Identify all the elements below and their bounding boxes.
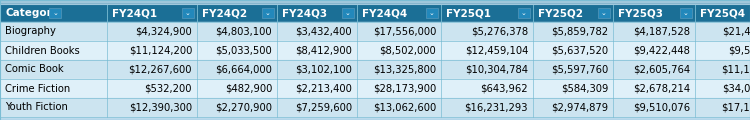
Text: $4,324,900: $4,324,900: [135, 27, 192, 36]
FancyBboxPatch shape: [342, 8, 354, 18]
FancyBboxPatch shape: [262, 8, 274, 18]
Text: $532,200: $532,200: [145, 84, 192, 93]
FancyBboxPatch shape: [518, 8, 530, 18]
FancyBboxPatch shape: [426, 8, 438, 18]
Text: FY24Q1: FY24Q1: [112, 8, 158, 18]
Text: $17,556,000: $17,556,000: [373, 27, 436, 36]
Text: $5,637,520: $5,637,520: [550, 45, 608, 55]
Text: $11,124,200: $11,124,200: [129, 45, 192, 55]
Text: $2,974,879: $2,974,879: [550, 102, 608, 113]
Text: ⌄: ⌄: [521, 10, 527, 16]
Bar: [0, 41, 750, 60]
FancyBboxPatch shape: [182, 8, 194, 18]
Text: Biography: Biography: [5, 27, 55, 36]
FancyBboxPatch shape: [680, 8, 692, 18]
Text: FY24Q2: FY24Q2: [202, 8, 248, 18]
Text: $5,859,782: $5,859,782: [550, 27, 608, 36]
Text: ⌄: ⌄: [683, 10, 689, 16]
Text: $8,502,000: $8,502,000: [380, 45, 436, 55]
Text: $2,678,214: $2,678,214: [633, 84, 690, 93]
Text: FY25Q4: FY25Q4: [700, 8, 745, 18]
Text: FY25Q1: FY25Q1: [446, 8, 491, 18]
Bar: [0, 60, 750, 79]
Text: ⌄: ⌄: [601, 10, 607, 16]
Text: $28,173,900: $28,173,900: [373, 84, 436, 93]
Text: $12,390,300: $12,390,300: [129, 102, 192, 113]
Text: $2,213,400: $2,213,400: [295, 84, 352, 93]
Text: Comic Book: Comic Book: [5, 65, 64, 75]
Text: $8,412,900: $8,412,900: [295, 45, 352, 55]
Text: $12,267,600: $12,267,600: [128, 65, 192, 75]
Text: $7,259,600: $7,259,600: [295, 102, 352, 113]
Text: $2,605,764: $2,605,764: [633, 65, 690, 75]
Text: Crime Fiction: Crime Fiction: [5, 84, 70, 93]
Text: FY25Q2: FY25Q2: [538, 8, 583, 18]
Text: $34,090,419: $34,090,419: [722, 84, 750, 93]
Text: $5,597,760: $5,597,760: [550, 65, 608, 75]
Text: $17,112,006: $17,112,006: [722, 102, 750, 113]
Text: ⌄: ⌄: [345, 10, 351, 16]
Bar: [0, 0, 750, 4]
Text: $10,304,784: $10,304,784: [465, 65, 528, 75]
Text: $13,062,600: $13,062,600: [373, 102, 436, 113]
Text: $4,187,528: $4,187,528: [633, 27, 690, 36]
Text: $12,459,104: $12,459,104: [464, 45, 528, 55]
Text: $9,510,076: $9,510,076: [633, 102, 690, 113]
Text: $5,033,500: $5,033,500: [215, 45, 272, 55]
FancyBboxPatch shape: [598, 8, 610, 18]
Text: $13,325,800: $13,325,800: [373, 65, 436, 75]
Text: FY24Q3: FY24Q3: [282, 8, 327, 18]
Bar: [0, 98, 750, 117]
Text: $21,418,320: $21,418,320: [722, 27, 750, 36]
Text: Youth Fiction: Youth Fiction: [5, 102, 68, 113]
Text: $3,432,400: $3,432,400: [296, 27, 352, 36]
Text: $643,962: $643,962: [480, 84, 528, 93]
FancyBboxPatch shape: [49, 8, 61, 18]
Text: FY24Q4: FY24Q4: [362, 8, 407, 18]
Text: $584,309: $584,309: [560, 84, 608, 93]
Text: $9,422,448: $9,422,448: [633, 45, 690, 55]
Text: ⌄: ⌄: [185, 10, 191, 16]
Text: $9,522,240: $9,522,240: [728, 45, 750, 55]
Text: $11,193,672: $11,193,672: [722, 65, 750, 75]
Text: $3,102,100: $3,102,100: [295, 65, 352, 75]
Text: ⌄: ⌄: [265, 10, 271, 16]
Text: $5,276,378: $5,276,378: [471, 27, 528, 36]
Text: ⌄: ⌄: [429, 10, 435, 16]
Text: $2,270,900: $2,270,900: [215, 102, 272, 113]
Bar: [0, 22, 750, 41]
Text: $4,803,100: $4,803,100: [215, 27, 272, 36]
Text: ⌄: ⌄: [52, 10, 58, 16]
Text: $482,900: $482,900: [225, 84, 272, 93]
Text: Children Books: Children Books: [5, 45, 80, 55]
Text: FY25Q3: FY25Q3: [618, 8, 663, 18]
Text: $16,231,293: $16,231,293: [464, 102, 528, 113]
Text: Category: Category: [5, 8, 58, 18]
Bar: [0, 79, 750, 98]
Bar: [0, 4, 750, 22]
Text: $6,664,000: $6,664,000: [215, 65, 272, 75]
